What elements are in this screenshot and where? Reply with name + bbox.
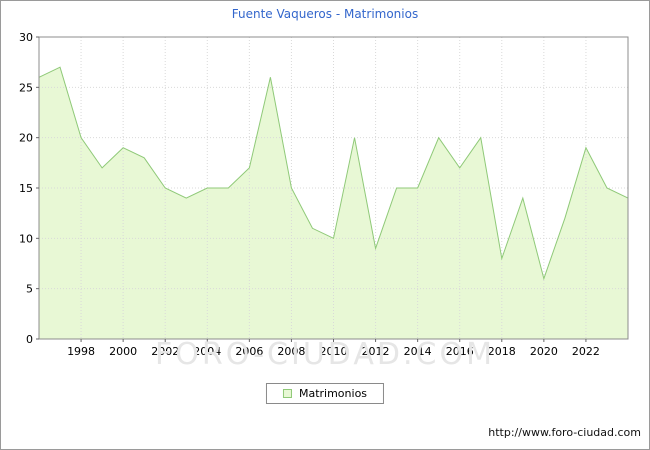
x-tick-label: 2008	[277, 345, 305, 358]
y-tick-label: 30	[19, 31, 33, 44]
x-tick-label: 2022	[572, 345, 600, 358]
watermark: FORO-CIUDAD.COM	[155, 337, 495, 372]
legend: Matrimonios	[265, 383, 385, 404]
y-tick-label: 20	[19, 132, 33, 145]
y-tick-label: 15	[19, 182, 33, 195]
y-tick-label: 25	[19, 81, 33, 94]
x-tick-label: 2012	[362, 345, 390, 358]
x-tick-label: 2002	[151, 345, 179, 358]
x-tick-label: 2006	[235, 345, 263, 358]
footer-url[interactable]: http://www.foro-ciudad.com	[488, 426, 641, 439]
x-tick-label: 2014	[404, 345, 432, 358]
x-tick-label: 2000	[109, 345, 137, 358]
data-line	[38, 66, 629, 281]
legend-label: Matrimonios	[298, 387, 368, 400]
legend-swatch-icon	[282, 389, 292, 398]
x-tick-label: 1998	[67, 345, 95, 358]
area-fill	[39, 67, 628, 339]
y-tick-label: 0	[26, 333, 33, 346]
x-tick-label: 2018	[488, 345, 516, 358]
x-tick-label: 2016	[446, 345, 474, 358]
x-tick-label: 2004	[193, 345, 221, 358]
x-tick-label: 2020	[530, 345, 558, 358]
chart-title: Fuente Vaqueros - Matrimonios	[231, 7, 419, 21]
y-tick-label: 10	[19, 232, 33, 245]
x-tick-label: 2010	[320, 345, 348, 358]
y-tick-label: 5	[26, 283, 33, 296]
